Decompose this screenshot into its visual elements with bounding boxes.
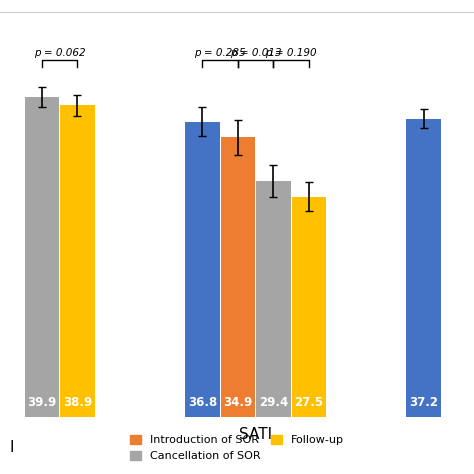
Bar xyxy=(185,122,219,417)
Text: p = 0.013: p = 0.013 xyxy=(230,48,282,58)
Text: p = 0.285: p = 0.285 xyxy=(194,48,246,58)
Text: 38.9: 38.9 xyxy=(63,396,92,409)
Text: 36.8: 36.8 xyxy=(188,396,217,409)
Bar xyxy=(256,181,291,417)
Text: 27.5: 27.5 xyxy=(294,396,323,409)
Bar xyxy=(60,105,95,417)
Text: p = 0.190: p = 0.190 xyxy=(265,48,317,58)
Bar xyxy=(406,118,441,417)
Bar xyxy=(221,137,255,417)
Bar xyxy=(25,97,59,417)
Text: p = 0.062: p = 0.062 xyxy=(34,48,85,58)
Bar xyxy=(292,197,326,417)
Text: 34.9: 34.9 xyxy=(223,396,253,409)
Text: 29.4: 29.4 xyxy=(259,396,288,409)
Text: I: I xyxy=(9,440,14,455)
Text: 37.2: 37.2 xyxy=(409,396,438,409)
Text: 39.9: 39.9 xyxy=(27,396,56,409)
Legend: Introduction of SOR, Cancellation of SOR, Follow-up: Introduction of SOR, Cancellation of SOR… xyxy=(125,430,349,466)
